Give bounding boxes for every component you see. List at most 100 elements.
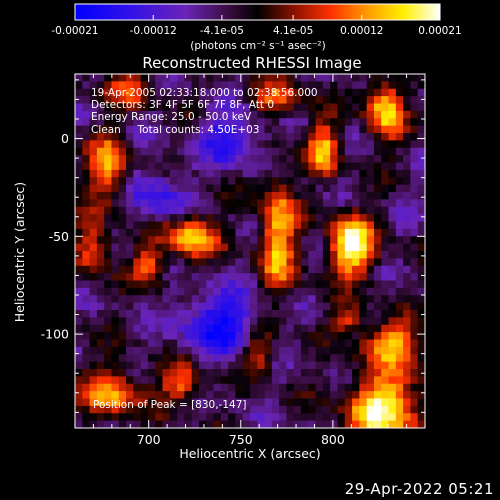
heatmap-cell: [352, 192, 360, 200]
heatmap-cell: [133, 243, 142, 252]
heatmap-cell: [191, 140, 200, 149]
heatmap-cell: [250, 169, 258, 178]
heatmap-cell: [213, 133, 222, 141]
heatmap-cell: [293, 295, 302, 304]
heatmap-cell: [220, 317, 229, 326]
heatmap-cell: [330, 177, 338, 186]
heatmap-cell: [293, 420, 302, 429]
heatmap-cell: [126, 147, 134, 156]
heatmap-cell: [155, 103, 163, 112]
heatmap-cell: [235, 228, 244, 237]
heatmap-cell: [417, 192, 426, 200]
heatmap-cell: [235, 361, 244, 370]
heatmap-cell: [279, 295, 287, 304]
heatmap-cell: [344, 214, 353, 222]
heatmap-cell: [118, 140, 127, 149]
heatmap-cell: [403, 214, 411, 222]
heatmap-cell: [388, 317, 397, 326]
heatmap-cell: [191, 383, 200, 392]
heatmap-cell: [250, 405, 258, 414]
heatmap-cell: [140, 236, 149, 245]
heatmap-cell: [198, 206, 207, 215]
heatmap-cell: [330, 221, 338, 230]
heatmap-cell: [220, 265, 229, 274]
heatmap-cell: [286, 324, 295, 333]
heatmap-cell: [133, 81, 142, 90]
heatmap-cell: [213, 346, 222, 355]
heatmap-cell: [89, 140, 98, 149]
heatmap-cell: [330, 332, 338, 340]
heatmap-cell: [330, 125, 338, 134]
heatmap-cell: [250, 251, 258, 259]
heatmap-cell: [155, 184, 163, 193]
heatmap-cell: [359, 273, 368, 281]
heatmap-cell: [417, 376, 426, 385]
heatmap-cell: [271, 96, 280, 104]
heatmap-cell: [257, 302, 265, 311]
heatmap-cell: [250, 155, 258, 163]
heatmap-cell: [381, 81, 389, 90]
heatmap-cell: [213, 162, 222, 171]
colorbar-tick-label: 0.00021: [418, 25, 461, 37]
heatmap-cell: [301, 354, 309, 363]
y-tick-label: 0: [61, 131, 69, 146]
heatmap-cell: [191, 221, 200, 230]
heatmap-cell: [140, 147, 149, 156]
heatmap-cell: [104, 420, 112, 429]
heatmap-cell: [191, 214, 200, 222]
heatmap-cell: [89, 287, 98, 296]
heatmap-cell: [322, 346, 331, 355]
heatmap-cell: [111, 184, 120, 193]
heatmap-cell: [147, 133, 156, 141]
heatmap-cell: [373, 88, 382, 97]
heatmap-cell: [301, 199, 309, 208]
heatmap-cell: [293, 192, 302, 200]
heatmap-cell: [308, 332, 317, 340]
heatmap-cell: [381, 383, 389, 392]
heatmap-cell: [177, 405, 185, 414]
heatmap-cell: [250, 81, 258, 90]
heatmap-cell: [410, 346, 419, 355]
heatmap-cell: [198, 214, 207, 222]
heatmap-cell: [198, 177, 207, 186]
heatmap-cell: [410, 169, 419, 178]
heatmap-cell: [286, 280, 295, 289]
heatmap-cell: [220, 398, 229, 407]
heatmap-cell: [118, 405, 127, 414]
heatmap-cell: [322, 310, 331, 318]
heatmap-cell: [242, 295, 251, 304]
heatmap-cell: [147, 147, 156, 156]
heatmap-cell: [344, 369, 353, 377]
heatmap-cell: [359, 236, 368, 245]
heatmap-cell: [359, 199, 368, 208]
heatmap-cell: [352, 214, 360, 222]
heatmap-cell: [96, 376, 105, 385]
heatmap-cell: [344, 295, 353, 304]
heatmap-cell: [286, 317, 295, 326]
heatmap-cell: [235, 169, 244, 178]
heatmap-cell: [126, 236, 134, 245]
heatmap-cell: [293, 110, 302, 119]
heatmap-cell: [242, 81, 251, 90]
heatmap-cell: [75, 118, 83, 127]
heatmap-cell: [184, 302, 193, 311]
heatmap-cell: [126, 169, 134, 178]
heatmap-cell: [293, 376, 302, 385]
heatmap-cell: [315, 118, 324, 127]
heatmap-cell: [140, 206, 149, 215]
heatmap-cell: [155, 398, 163, 407]
heatmap-cell: [162, 258, 171, 267]
heatmap-cell: [82, 273, 90, 281]
heatmap-cell: [213, 369, 222, 377]
heatmap-cell: [315, 265, 324, 274]
heatmap-cell: [388, 177, 397, 186]
heatmap-cell: [118, 376, 127, 385]
heatmap-cell: [75, 162, 83, 171]
heatmap-cell: [301, 192, 309, 200]
heatmap-cell: [133, 354, 142, 363]
heatmap-cell: [322, 369, 331, 377]
heatmap-cell: [315, 96, 324, 104]
heatmap-cell: [257, 192, 265, 200]
heatmap-cell: [337, 147, 346, 156]
heatmap-cell: [213, 140, 222, 149]
